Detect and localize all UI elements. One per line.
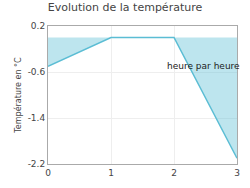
svg-text:Evolution de la température: Evolution de la température [48,1,203,14]
svg-text:0.2: 0.2 [31,21,45,31]
svg-text:-1.4: -1.4 [28,113,46,123]
svg-text:2: 2 [171,168,177,178]
svg-text:-2.2: -2.2 [28,159,46,169]
svg-text:1: 1 [108,168,114,178]
svg-text:Température en °C: Température en °C [13,57,23,134]
svg-text:0: 0 [45,168,51,178]
svg-text:heure par heure: heure par heure [167,61,240,71]
svg-text:3: 3 [234,168,240,178]
svg-text:-0.6: -0.6 [28,67,46,77]
